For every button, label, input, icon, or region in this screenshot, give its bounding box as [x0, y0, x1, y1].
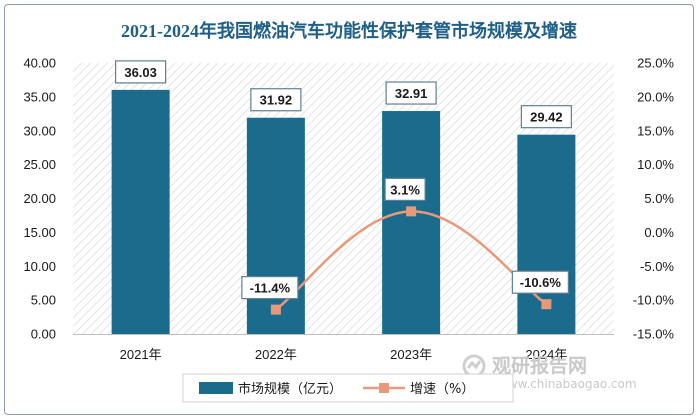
right-tick-label: 15.0% — [637, 123, 674, 138]
data-labels: 36.03 31.92 32.91 29.42 -11.4% 3.1% -10.6% — [115, 60, 572, 300]
left-axis-ticks: 0.00 5.00 10.00 15.00 20.00 25.00 30.00 35.00 40… — [23, 56, 56, 342]
legend-line-label: 增速（%） — [410, 382, 474, 397]
bar — [246, 117, 305, 334]
left-tick-label: 40.00 — [23, 56, 56, 71]
growth-marker — [406, 206, 417, 217]
right-tick-label: 25.0% — [637, 56, 674, 71]
left-tick-label: 15.00 — [23, 225, 56, 240]
category-label: 2024年 — [525, 347, 567, 362]
growth-value-label-box — [511, 270, 569, 294]
bar-value-label-box — [520, 105, 572, 129]
legend-bar-label: 市场规模（亿元） — [238, 381, 342, 397]
growth-value-label-text: -10.6% — [520, 275, 562, 290]
bar-value-label-box — [115, 60, 167, 84]
watermark-brand: 观研报告网 — [492, 354, 587, 377]
right-tick-label: 5.0% — [644, 191, 674, 206]
left-tick-label: 30.00 — [23, 123, 56, 138]
watermark: 观研报告网 www.chinabaogao.com — [462, 354, 637, 391]
bar-value-label-box — [385, 81, 437, 105]
bar-value-label-box — [250, 88, 302, 112]
growth-value-label: -11.4% — [241, 276, 299, 300]
growth-value-label-box — [241, 276, 299, 300]
bar-value-label: 31.92 — [250, 88, 302, 112]
left-tick-label: 35.00 — [23, 89, 56, 104]
bar-value-label-text: 32.91 — [395, 86, 428, 101]
growth-marker — [541, 299, 552, 310]
left-tick-label: 25.00 — [23, 157, 56, 172]
bar-value-label-text: 36.03 — [124, 65, 157, 80]
growth-marker — [270, 304, 281, 315]
left-tick-label: 5.00 — [31, 293, 56, 308]
category-label: 2022年 — [255, 347, 297, 362]
bar-value-label-text: 31.92 — [260, 93, 293, 108]
growth-value-label: 3.1% — [384, 177, 426, 201]
bar — [111, 89, 170, 334]
right-tick-label: -10.0% — [633, 293, 675, 308]
chart-title: 2021-2024年我国燃油汽车功能性保护套管市场规模及增速 — [121, 20, 577, 41]
left-tick-label: 20.00 — [23, 191, 56, 206]
growth-value-label-text: -11.4% — [250, 281, 291, 296]
category-label: 2021年 — [120, 347, 162, 362]
bar-value-label: 36.03 — [115, 60, 167, 84]
bar-value-label-text: 29.42 — [530, 110, 563, 125]
legend: 市场规模（亿元） 增速（%） — [182, 373, 514, 403]
bar — [382, 111, 441, 334]
legend-line-marker — [379, 383, 389, 393]
right-tick-label: -15.0% — [633, 327, 675, 342]
watermark-url: www.chinabaogao.com — [498, 377, 637, 391]
right-tick-label: 0.0% — [644, 225, 674, 240]
category-label: 2023年 — [390, 347, 432, 362]
legend-bar-swatch — [199, 382, 233, 394]
growth-value-label-box — [384, 177, 426, 201]
right-tick-label: 10.0% — [637, 157, 674, 172]
growth-value-label: -10.6% — [511, 270, 569, 294]
right-axis-ticks: -15.0% -10.0% -5.0% 0.0% 5.0% 10.0% 15.0% 20.0%… — [633, 56, 675, 342]
watermark-logo — [462, 354, 486, 378]
right-tick-label: -5.0% — [640, 259, 674, 274]
legend-box — [182, 373, 514, 403]
left-tick-label: 10.00 — [23, 259, 56, 274]
left-tick-label: 0.00 — [31, 327, 56, 342]
category-labels: 2021年 2022年 2023年 2024年 — [120, 347, 568, 362]
growth-value-label-text: 3.1% — [390, 182, 420, 197]
bar-value-label: 32.91 — [385, 81, 437, 105]
bar-value-label: 29.42 — [520, 105, 572, 129]
right-tick-label: 20.0% — [637, 89, 674, 104]
